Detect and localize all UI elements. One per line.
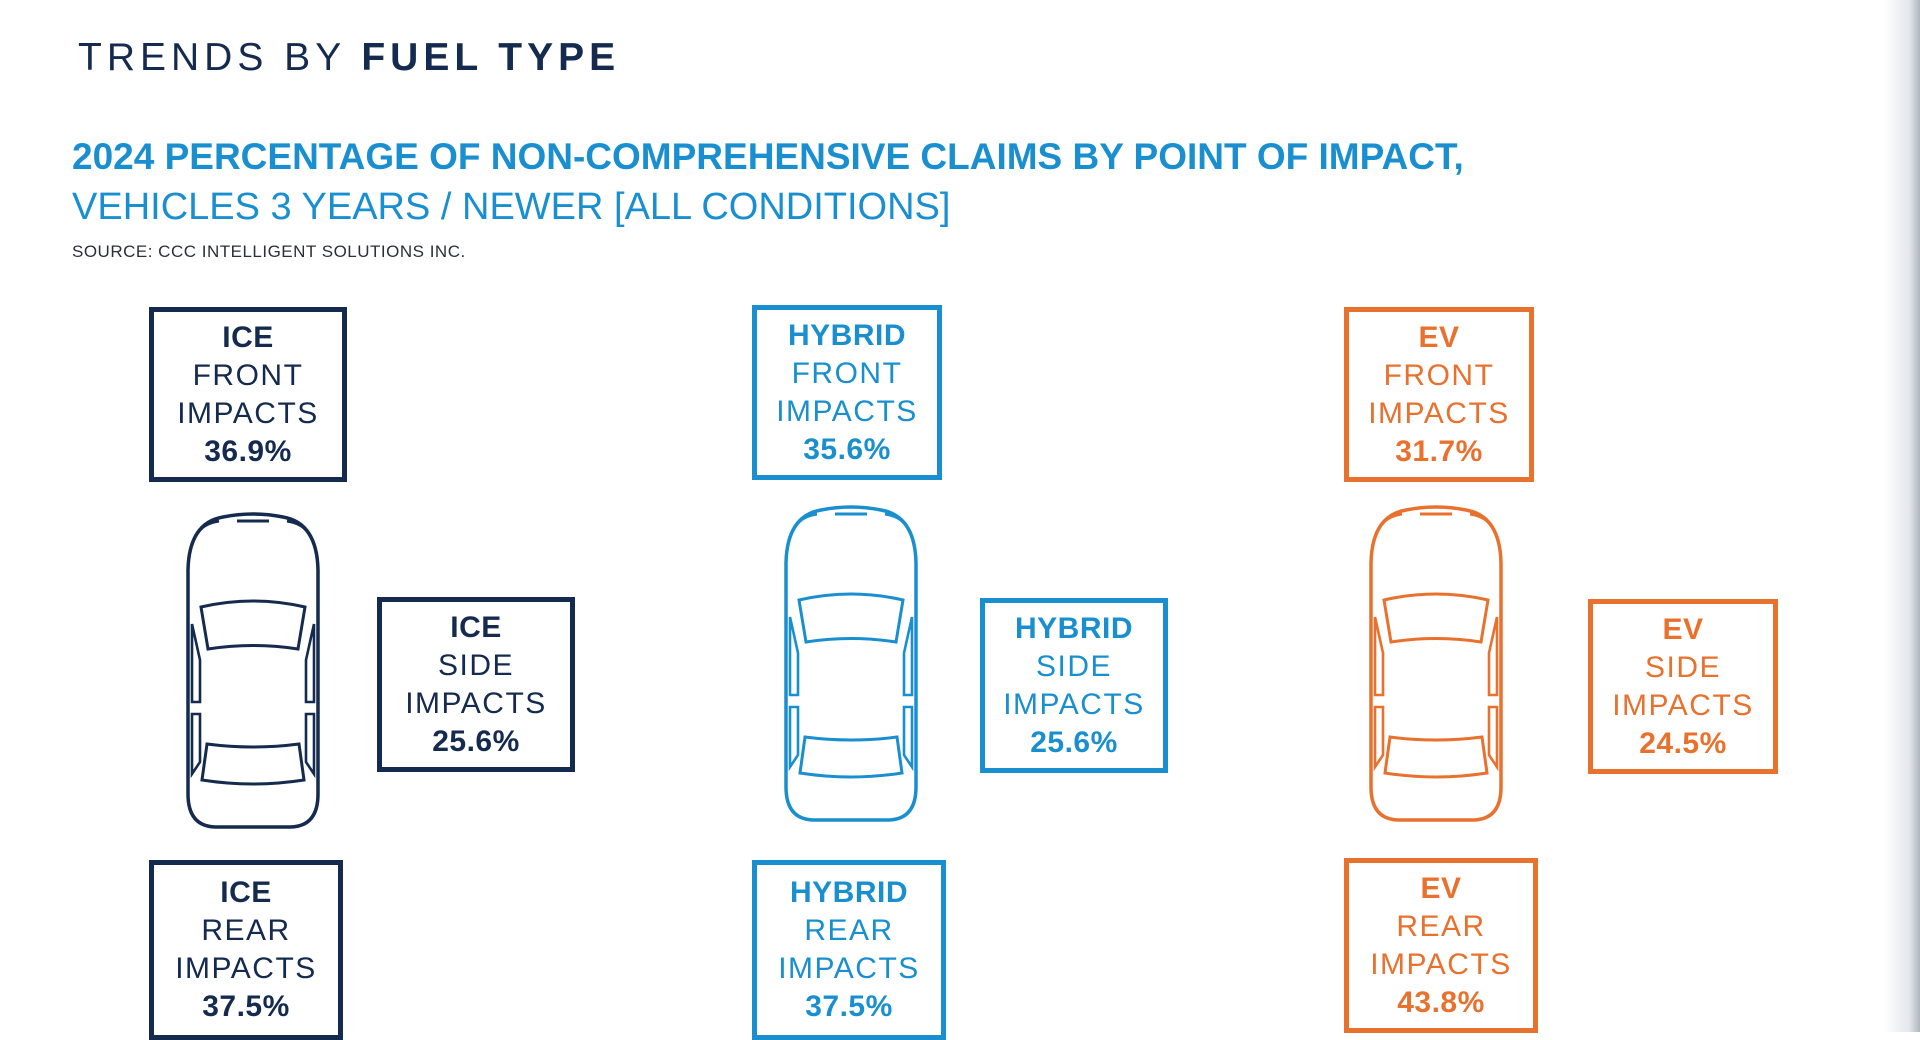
- car-top-view-icon: [781, 505, 921, 825]
- ev-rear-impacts-box: EV REAR IMPACTS 43.8%: [1344, 858, 1538, 1033]
- impact-location-label: FRONT: [791, 356, 903, 390]
- source-note: SOURCE: CCC INTELLIGENT SOLUTIONS INC.: [72, 242, 466, 261]
- impacts-label: IMPACTS: [1370, 947, 1512, 981]
- impact-percentage: 36.9%: [204, 434, 292, 468]
- fuel-type-label: HYBRID: [1014, 611, 1133, 645]
- chart-title: 2024 PERCENTAGE OF NON-COMPREHENSIVE CLA…: [72, 136, 1464, 177]
- impact-location-label: REAR: [1396, 909, 1486, 943]
- impacts-label: IMPACTS: [778, 952, 920, 985]
- impact-percentage: 35.6%: [803, 432, 891, 466]
- impacts-label: IMPACTS: [177, 396, 319, 430]
- impact-location-label: SIDE: [1644, 650, 1722, 684]
- impacts-label: IMPACTS: [1612, 688, 1754, 722]
- hybrid-front-impacts-box: HYBRID FRONT IMPACTS 35.6%: [752, 305, 942, 480]
- impact-percentage: 25.6%: [1030, 725, 1118, 759]
- fuel-type-label: EV: [1420, 871, 1462, 905]
- page-title-light: TRENDS BY: [78, 36, 346, 79]
- car-top-view-icon: [1366, 505, 1506, 825]
- page-title-bold: FUEL TYPE: [361, 36, 621, 79]
- fuel-type-label: HYBRID: [787, 318, 906, 352]
- impact-percentage: 43.8%: [1397, 985, 1485, 1019]
- impact-location-label: FRONT: [192, 358, 304, 392]
- impacts-label: IMPACTS: [1368, 396, 1510, 430]
- ev-side-impacts-box: EV SIDE IMPACTS 24.5%: [1588, 599, 1778, 774]
- impact-percentage: 37.5%: [805, 990, 893, 1023]
- impacts-label: IMPACTS: [175, 952, 317, 985]
- impacts-label: IMPACTS: [1003, 687, 1145, 721]
- impacts-label: IMPACTS: [405, 686, 547, 720]
- ice-front-impacts-box: ICE FRONT IMPACTS 36.9%: [149, 307, 347, 482]
- fuel-type-label: EV: [1418, 320, 1460, 354]
- fuel-type-label: ICE: [222, 320, 274, 354]
- impact-percentage: 37.5%: [202, 990, 290, 1023]
- chart-subtitle: VEHICLES 3 YEARS / NEWER [ALL CONDITIONS…: [72, 186, 951, 228]
- impacts-label: IMPACTS: [776, 394, 918, 428]
- impact-location-label: REAR: [201, 914, 291, 947]
- fuel-type-label: HYBRID: [789, 876, 908, 909]
- hybrid-side-impacts-box: HYBRID SIDE IMPACTS 25.6%: [980, 598, 1168, 773]
- impact-location-label: SIDE: [437, 648, 515, 682]
- fuel-type-label: EV: [1662, 612, 1704, 646]
- ice-side-impacts-box: ICE SIDE IMPACTS 25.6%: [377, 597, 575, 772]
- impact-percentage: 24.5%: [1639, 726, 1727, 760]
- ice-rear-impacts-box: ICE REAR IMPACTS 37.5%: [149, 860, 343, 1040]
- page-title: TRENDS BY FUEL TYPE: [78, 36, 620, 80]
- ev-front-impacts-box: EV FRONT IMPACTS 31.7%: [1344, 307, 1534, 482]
- fuel-type-label: ICE: [450, 610, 502, 644]
- page-edge-shadow: [1884, 0, 1920, 1032]
- hybrid-rear-impacts-box: HYBRID REAR IMPACTS 37.5%: [752, 860, 946, 1040]
- impact-percentage: 31.7%: [1395, 434, 1483, 468]
- impact-percentage: 25.6%: [432, 724, 520, 758]
- car-top-view-icon: [183, 512, 323, 832]
- fuel-type-label: ICE: [220, 876, 272, 909]
- impact-location-label: FRONT: [1383, 358, 1495, 392]
- impact-location-label: REAR: [804, 914, 894, 947]
- impact-location-label: SIDE: [1035, 649, 1113, 683]
